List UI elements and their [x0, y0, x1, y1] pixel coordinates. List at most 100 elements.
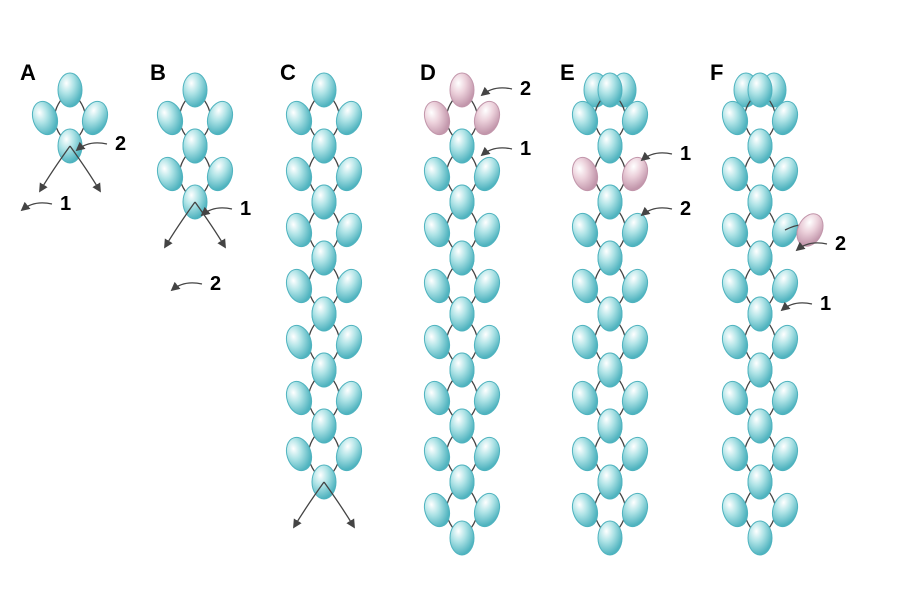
label-1: 1	[680, 143, 691, 165]
bead-teal	[203, 154, 236, 194]
bead-teal	[470, 490, 503, 530]
thread	[482, 88, 512, 95]
label-A: A	[20, 60, 36, 85]
bead-teal	[470, 434, 503, 474]
bead-pink	[568, 154, 601, 194]
bead-teal	[718, 490, 751, 530]
bead-teal	[718, 154, 751, 194]
bead-teal	[748, 353, 772, 387]
bead-teal	[58, 73, 82, 107]
bead-teal	[420, 490, 453, 530]
bead-teal	[598, 297, 622, 331]
thread	[782, 303, 812, 310]
bead-teal	[282, 154, 315, 194]
bead-teal	[282, 266, 315, 306]
bead-teal	[470, 210, 503, 250]
bead-teal	[598, 185, 622, 219]
bead-teal	[420, 434, 453, 474]
thread	[40, 146, 70, 191]
bead-teal	[332, 98, 365, 138]
bead-teal	[748, 409, 772, 443]
bead-teal	[470, 378, 503, 418]
bead-teal	[470, 322, 503, 362]
thread	[642, 208, 672, 215]
bead-teal	[450, 129, 474, 163]
bead-teal	[748, 185, 772, 219]
bead-teal	[450, 297, 474, 331]
bead-teal	[420, 266, 453, 306]
bead-teal	[598, 73, 622, 107]
bead-teal	[598, 521, 622, 555]
thread	[642, 153, 672, 160]
bead-teal	[718, 378, 751, 418]
thread	[165, 202, 195, 247]
bead-teal	[748, 129, 772, 163]
bead-teal	[748, 297, 772, 331]
bead-teal	[768, 154, 801, 194]
bead-teal	[598, 353, 622, 387]
bead-teal	[568, 210, 601, 250]
bead-pink	[420, 98, 453, 138]
bead-teal	[420, 210, 453, 250]
thread	[195, 202, 225, 247]
bead-teal	[768, 322, 801, 362]
bead-teal	[78, 98, 111, 138]
bead-teal	[768, 266, 801, 306]
bead-teal	[618, 434, 651, 474]
bead-teal	[470, 154, 503, 194]
bead-teal	[183, 73, 207, 107]
bead-teal	[618, 490, 651, 530]
bead-teal	[420, 154, 453, 194]
bead-teal	[450, 465, 474, 499]
label-2: 2	[520, 78, 531, 100]
bead-teal	[332, 154, 365, 194]
bead-teal	[282, 434, 315, 474]
bead-teal	[312, 73, 336, 107]
bead-teal	[598, 465, 622, 499]
bead-teal	[568, 266, 601, 306]
label-B: B	[150, 60, 166, 85]
bead-teal	[28, 98, 61, 138]
thread	[294, 482, 324, 527]
bead-teal	[312, 129, 336, 163]
bead-teal	[332, 434, 365, 474]
bead-teal	[450, 409, 474, 443]
bead-teal	[282, 98, 315, 138]
bead-teal	[332, 378, 365, 418]
thread	[70, 146, 100, 191]
bead-teal	[748, 465, 772, 499]
bead-teal	[568, 490, 601, 530]
bead-teal	[598, 129, 622, 163]
bead-teal	[312, 353, 336, 387]
bead-teal	[282, 210, 315, 250]
bead-pink	[792, 210, 828, 251]
bead-teal	[718, 266, 751, 306]
thread	[22, 203, 52, 210]
bead-teal	[153, 98, 186, 138]
bead-teal	[332, 266, 365, 306]
label-1: 1	[240, 198, 251, 220]
bead-teal	[568, 434, 601, 474]
bead-teal	[718, 322, 751, 362]
label-2: 2	[835, 233, 846, 255]
bead-teal	[153, 154, 186, 194]
label-E: E	[560, 60, 575, 85]
bead-teal	[598, 241, 622, 275]
bead-teal	[312, 185, 336, 219]
bead-teal	[748, 73, 772, 107]
bead-teal	[450, 521, 474, 555]
bead-teal	[718, 210, 751, 250]
bead-teal	[332, 210, 365, 250]
bead-pink	[450, 73, 474, 107]
bead-teal	[470, 266, 503, 306]
bead-teal	[332, 322, 365, 362]
label-1: 1	[60, 193, 71, 215]
bead-teal	[282, 322, 315, 362]
bead-teal	[420, 322, 453, 362]
thread	[482, 148, 512, 155]
bead-pink	[470, 98, 503, 138]
bead-teal	[183, 129, 207, 163]
bead-teal	[718, 434, 751, 474]
bead-teal	[748, 241, 772, 275]
bead-teal	[618, 378, 651, 418]
